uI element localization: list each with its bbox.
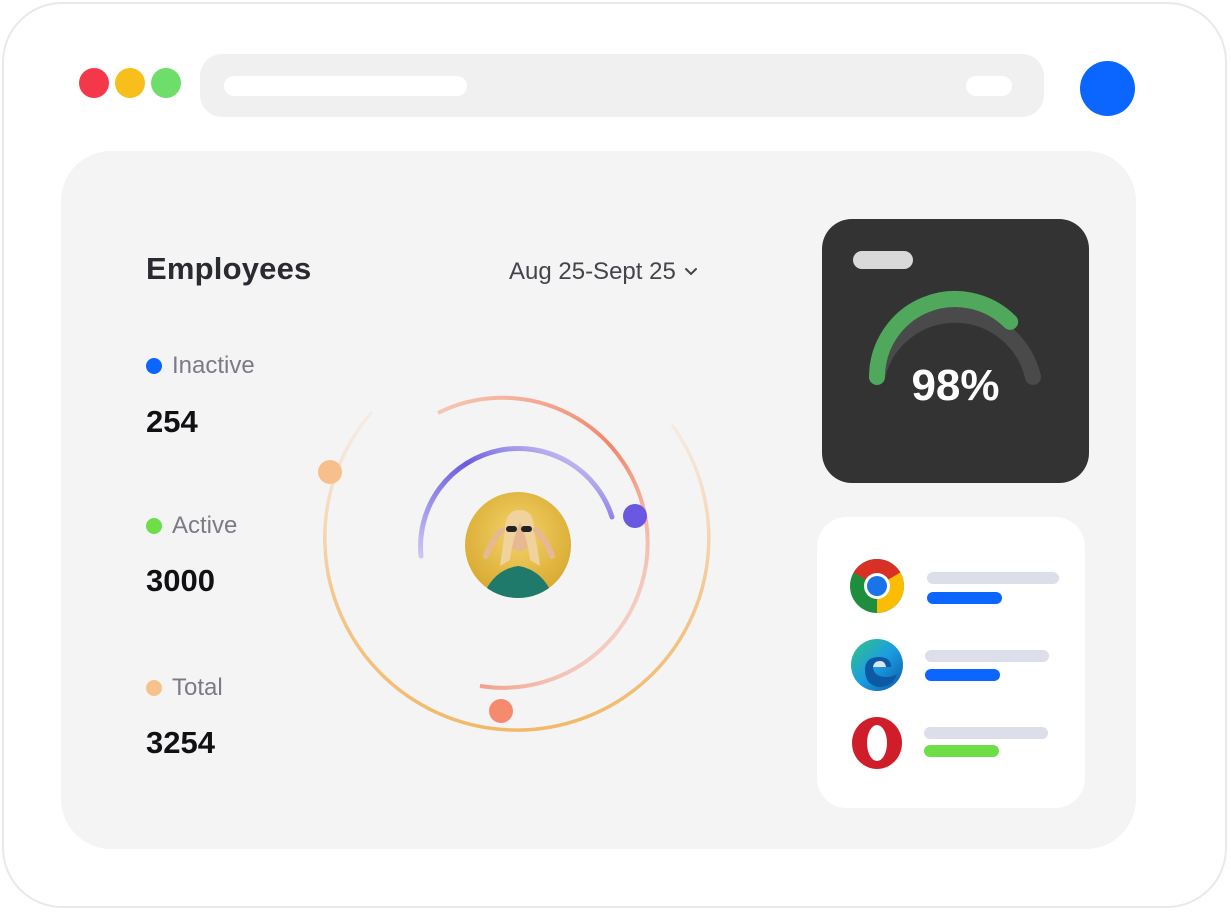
stat-active-value: 3000: [146, 563, 215, 598]
usage-bar: [925, 669, 1000, 681]
gauge-chart: [869, 291, 1041, 385]
usage-bar: [924, 745, 999, 757]
chrome-icon: [850, 558, 905, 613]
url-placeholder: [224, 76, 467, 96]
gauge-card-title-placeholder: [853, 251, 913, 269]
browser-usage-card: [817, 517, 1085, 808]
page-title: Employees: [146, 251, 312, 286]
stat-label-text: Total: [172, 674, 223, 701]
stat-label-text: Inactive: [172, 352, 255, 379]
edge-icon: [851, 639, 903, 691]
list-item-chrome[interactable]: [817, 558, 1085, 618]
address-bar[interactable]: [200, 54, 1044, 117]
orbit-marker-purple: [623, 504, 647, 528]
usage-track: [924, 727, 1048, 739]
gauge-card: 98%: [822, 219, 1089, 483]
opera-icon: [852, 717, 902, 769]
orbit-marker-coral: [489, 699, 513, 723]
stat-inactive-value: 254: [146, 404, 198, 439]
gauge-value: 98%: [911, 361, 1000, 410]
employee-avatar: [465, 492, 571, 598]
minimize-window-button[interactable]: [115, 68, 145, 98]
outer-orbit-ring: [323, 410, 711, 732]
stat-label-text: Active: [172, 512, 238, 539]
orbit-marker-orange: [318, 460, 342, 484]
stat-total-value: 3254: [146, 725, 215, 760]
active-legend-dot: [146, 518, 162, 534]
usage-bar: [927, 592, 1002, 604]
usage-track: [927, 572, 1059, 584]
stat-total-label: Total: [146, 674, 223, 702]
inner-orbit-ring: [418, 445, 615, 559]
stat-active-label: Active: [146, 512, 237, 540]
employee-orbit-chart: [318, 395, 711, 732]
date-range-label: Aug 25-Sept 25: [509, 258, 676, 285]
total-legend-dot: [146, 680, 162, 696]
list-item-opera[interactable]: [817, 715, 1085, 775]
usage-track: [925, 650, 1049, 662]
profile-avatar[interactable]: [1080, 61, 1135, 116]
gauge-progress-arc: [869, 291, 1019, 385]
address-bar-action-placeholder[interactable]: [966, 76, 1012, 96]
date-range-dropdown[interactable]: Aug 25-Sept 25: [509, 258, 698, 286]
stat-inactive-label: Inactive: [146, 352, 255, 380]
maximize-window-button[interactable]: [151, 68, 181, 98]
chevron-down-icon: [684, 268, 697, 276]
inactive-legend-dot: [146, 358, 162, 374]
close-window-button[interactable]: [79, 68, 109, 98]
list-item-edge[interactable]: [817, 637, 1085, 697]
